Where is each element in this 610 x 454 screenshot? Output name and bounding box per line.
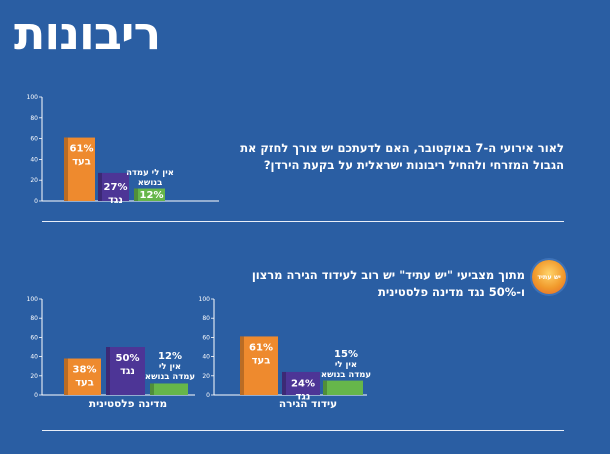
bar-2-shade	[106, 347, 110, 395]
bar-3-shade	[134, 188, 138, 201]
annotation-label: עמדה בנושא	[321, 370, 371, 380]
bar-3	[150, 383, 188, 395]
y-tick-label: 80	[30, 315, 38, 322]
bar-1-label: 38%	[73, 365, 97, 376]
bar-3-shade	[323, 380, 327, 395]
annotation-label: עמדה בנושא	[145, 372, 195, 382]
bar-2-label: נגד	[296, 391, 311, 402]
x-axis-label: עידוד הגירה	[279, 398, 337, 410]
bar-2	[106, 347, 145, 395]
y-tick-label: 60	[202, 334, 210, 341]
bar-2-label: נגד	[108, 195, 123, 206]
bar-1-shade	[64, 358, 68, 395]
question-yesh-atid: מתוך מצביעי "יש עתיד" יש רוב לעידוד הגיר…	[251, 268, 525, 299]
logo-text: יש עתיד	[537, 273, 561, 281]
y-tick-label: 100	[199, 296, 211, 303]
annotation-label: אין לי	[159, 362, 181, 372]
y-tick-label: 0	[34, 392, 38, 399]
y-tick-label: 40	[202, 354, 210, 361]
bar-1-label: בעד	[72, 157, 91, 168]
annotation-label: בנושא	[138, 178, 163, 188]
bar-2-shade	[282, 371, 286, 395]
bar-3	[323, 380, 363, 395]
question-sovereignty: לאור אירועי ה-7 באוקטובר, האם לדעתכם יש …	[240, 141, 564, 172]
bar-1-label: 61%	[70, 144, 94, 155]
bar-2-shade	[98, 172, 102, 201]
yesh-atid-logo: יש עתיד	[532, 260, 566, 294]
y-tick-label: 0	[34, 198, 38, 205]
y-tick-label: 100	[27, 94, 39, 101]
x-axis-label: מדינה פלסטינית	[89, 398, 167, 410]
y-tick-label: 20	[30, 177, 38, 184]
bar-2-label: 24%	[291, 378, 315, 389]
bar-1-label: בעד	[75, 378, 94, 389]
bar-3-label: 12%	[140, 190, 164, 201]
y-tick-label: 80	[202, 315, 210, 322]
annotation-label: אין לי	[335, 360, 357, 370]
annotation-label: אין לי עמדה	[126, 168, 174, 178]
y-tick-label: 20	[202, 373, 210, 380]
bar-1	[240, 336, 278, 395]
y-tick-label: 40	[30, 354, 38, 361]
bar-1-label: 61%	[249, 342, 273, 353]
annotation-label: 12%	[158, 351, 182, 362]
bar-1-label: בעד	[252, 355, 271, 366]
annotation-label: 15%	[334, 349, 358, 360]
y-tick-label: 0	[206, 392, 210, 399]
page-title: ריבונות	[14, 6, 161, 60]
divider-bottom	[42, 430, 564, 431]
bar-3	[134, 188, 165, 201]
y-tick-label: 80	[30, 115, 38, 122]
y-tick-label: 60	[30, 136, 38, 143]
y-tick-label: 20	[30, 373, 38, 380]
y-tick-label: 100	[27, 296, 39, 303]
bar-1	[64, 358, 101, 395]
y-tick-label: 60	[30, 334, 38, 341]
bar-1	[64, 137, 95, 201]
y-tick-label: 40	[30, 156, 38, 163]
bar-2-label: 27%	[104, 182, 128, 193]
divider-top	[42, 221, 564, 222]
bar-1-shade	[64, 137, 68, 201]
bar-2	[98, 172, 129, 201]
bar-1-shade	[240, 336, 244, 395]
bar-2-label: נגד	[120, 366, 135, 377]
bar-3-shade	[150, 383, 154, 395]
bar-2-label: 50%	[116, 353, 140, 364]
bar-2	[282, 371, 320, 395]
